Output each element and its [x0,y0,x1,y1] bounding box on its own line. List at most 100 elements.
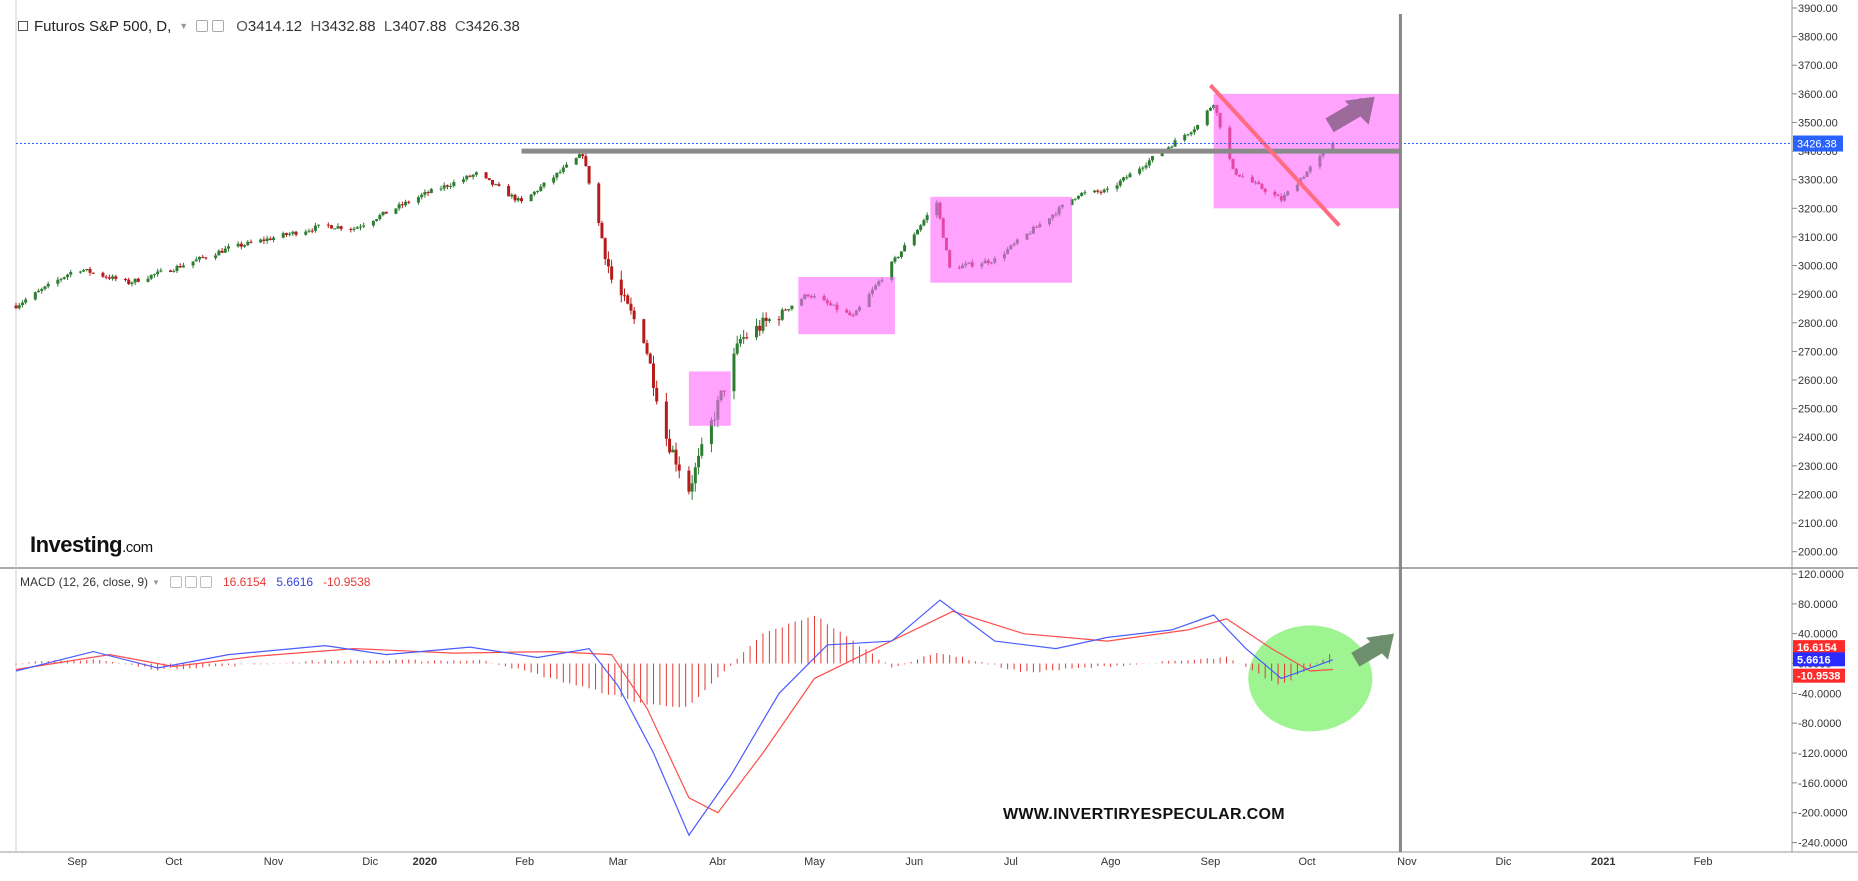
candle-body [226,246,230,249]
symbol-title: Futuros S&P 500, D, [34,17,172,35]
candle-body [651,363,655,388]
candle-body [358,226,362,228]
macd-tick-label: 80.0000 [1798,599,1838,611]
candle-body [1151,156,1155,161]
candle-body [645,343,649,354]
chevron-down-icon[interactable]: ▼ [152,577,160,587]
candle-body [214,255,218,259]
candle-body [767,319,771,321]
candle-body [465,175,469,180]
candle-body [532,191,536,195]
candle-body [536,191,540,193]
candle-body [584,156,588,167]
candle-body [175,265,179,271]
candle-body [587,166,591,184]
candle-body [384,211,388,214]
candle-body [394,208,398,214]
chevron-down-icon[interactable]: ▼ [179,21,189,31]
candle-body [262,239,266,241]
candle-body [552,177,556,183]
settings-icon[interactable] [212,20,225,32]
candle-body [223,248,227,253]
candle-body [194,259,198,262]
last-price-tag-label: 3426.38 [1797,139,1837,151]
candle-body [272,237,276,240]
candle-body [648,353,652,364]
candle-body [339,226,343,229]
signal-line [15,610,1333,814]
candle-body [674,449,678,465]
candle-body [558,171,562,173]
candle-body [671,449,675,453]
candle-body [555,172,559,178]
candle-body [423,192,427,195]
candle-body [17,305,21,309]
candle-body [123,279,127,281]
candle-body [371,220,375,226]
candle-body [66,274,70,278]
price-tick-label: 3700.00 [1798,60,1838,72]
price-tick-label: 2600.00 [1798,375,1838,387]
macd-value-tag-label: 5.6616 [1797,654,1831,666]
candle-body [606,259,610,267]
settings-icon[interactable] [184,576,197,588]
candle-body [915,229,919,235]
time-tick-label: Oct [165,856,182,868]
candle-body [249,241,253,243]
visibility-icon[interactable] [196,20,209,32]
price-tick-label: 3200.00 [1798,203,1838,215]
candle-body [362,225,366,227]
macd-line-value: 5.6616 [276,575,314,589]
candle-body [610,266,614,280]
candle-body [220,250,224,253]
macd-header: MACD (12, 26, close, 9) ▼ 16.6154 5.6616… [20,575,370,589]
candle-body [565,164,569,168]
candle-body [439,188,443,190]
macd-value-tag-label: -10.9538 [1797,671,1840,683]
candle-body [468,175,472,177]
candle-body [677,464,681,471]
candle-body [37,290,41,293]
candle-body [471,174,475,177]
candle-body [46,283,50,287]
candle-body [375,219,379,221]
candle-body [59,278,63,280]
candle-body [1102,189,1106,193]
candle-body [1115,185,1119,189]
candle-body [33,292,37,300]
candle-body [597,183,601,223]
price-tick-label: 2900.00 [1798,289,1838,301]
candle-body [1125,177,1129,179]
time-tick-label: 2021 [1591,856,1615,868]
macd-tick-label: -200.0000 [1798,808,1848,820]
candle-body [1073,198,1077,200]
highlight-box [688,371,731,426]
time-tick-label: Ago [1101,856,1121,868]
candle-body [130,282,134,284]
candle-body [243,245,247,247]
candle-body [629,303,633,311]
close-value: 3426.38 [465,17,520,35]
visibility-icon[interactable] [169,576,182,588]
candle-body [761,317,765,331]
collapse-toggle-icon[interactable] [18,21,28,31]
price-chart-header: Futuros S&P 500, D, ▼ O3414.12 H3432.88 … [18,16,520,36]
candle-body [445,185,449,187]
candle-body [1208,107,1212,111]
candle-body [1144,165,1148,168]
candle-body [655,387,659,402]
time-tick-label: Nov [1397,856,1417,868]
low-value: 3407.88 [392,17,447,35]
time-tick-label: Feb [515,856,534,868]
candle-body [1147,160,1151,166]
candle-body [758,325,762,331]
candle-body [127,279,131,284]
candle-body [407,201,411,203]
close-icon[interactable] [199,576,212,588]
time-tick-label: 2020 [413,856,437,868]
candle-body [690,483,694,492]
candle-body [288,233,292,235]
candle-body [239,243,243,247]
candle-body [294,231,298,235]
